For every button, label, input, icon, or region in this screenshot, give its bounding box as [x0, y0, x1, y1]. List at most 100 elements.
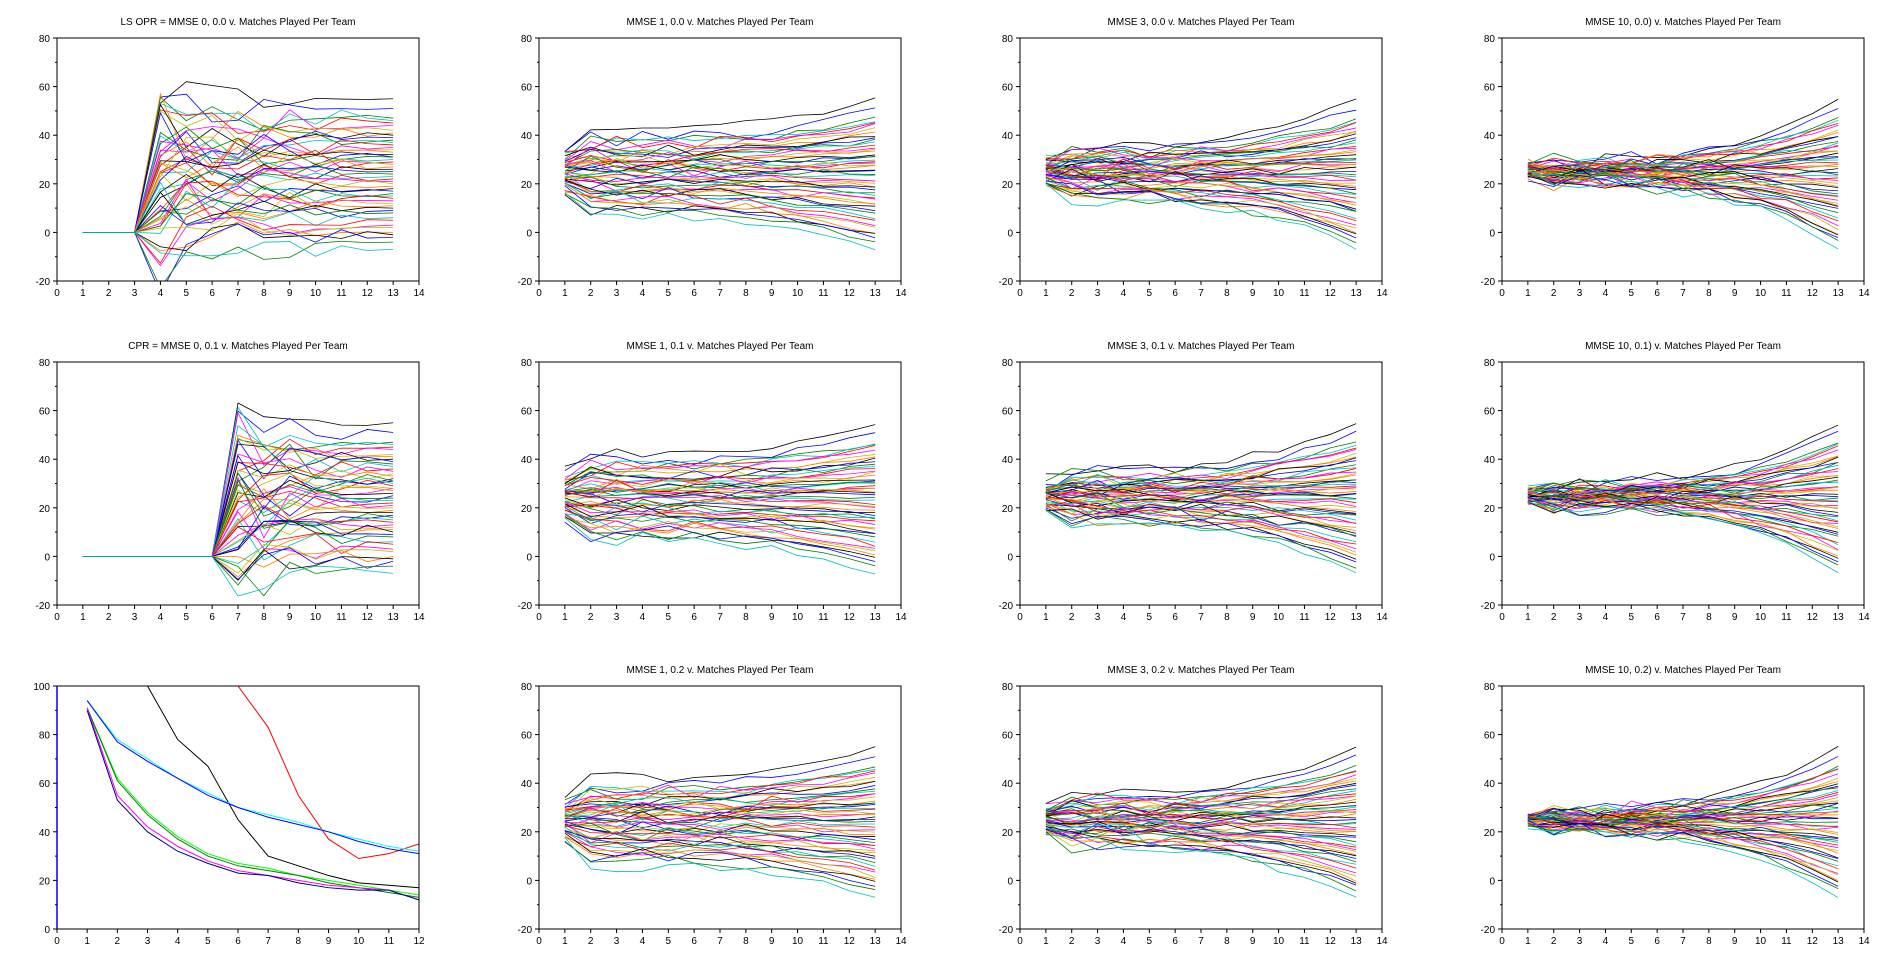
team-line — [564, 807, 876, 822]
chart-5: CPR = MMSE 0, 0.1 v. Matches Played Per … — [36, 341, 425, 623]
x-tick-label: 8 — [1224, 936, 1230, 947]
team-line — [1527, 174, 1839, 239]
team-line — [82, 520, 394, 557]
x-tick-label: 8 — [296, 936, 302, 947]
y-tick-label: 80 — [1484, 34, 1496, 45]
y-tick-label: 0 — [1489, 228, 1495, 239]
team-line — [1045, 774, 1357, 805]
team-line — [1045, 834, 1357, 898]
x-tick-label: 11 — [1781, 288, 1792, 299]
x-tick-label: 6 — [235, 936, 241, 947]
chart-2: MMSE 1, 0.0 v. Matches Played Per Team 0 1… — [518, 17, 907, 299]
team-line — [1045, 127, 1357, 166]
plot-frame — [1501, 685, 1865, 930]
y-tick-label: -20 — [1481, 925, 1496, 936]
team-line — [1527, 503, 1839, 546]
team-line — [82, 439, 394, 557]
team-line — [82, 198, 394, 233]
y-tick-label: 40 — [521, 779, 533, 790]
team-line — [564, 509, 876, 538]
x-tick-label: 4 — [158, 612, 164, 623]
team-line — [564, 822, 876, 844]
x-tick-label: 10 — [1273, 936, 1285, 947]
x-tick-label: 14 — [895, 288, 907, 299]
team-line — [1527, 807, 1839, 822]
team-line — [82, 556, 394, 597]
team-line — [564, 127, 876, 164]
chart-title: LS OPR = MMSE 0, 0.0 v. Matches Played P… — [120, 17, 355, 28]
team-line — [1527, 785, 1839, 819]
x-tick-label: 12 — [362, 288, 374, 299]
team-line — [1045, 182, 1357, 235]
team-line — [564, 516, 876, 558]
x-tick-label: 9 — [1732, 288, 1738, 299]
y-tick-label: 80 — [39, 731, 51, 742]
team-line — [564, 756, 876, 805]
team-line — [82, 137, 394, 233]
team-line — [564, 507, 876, 534]
team-line — [1527, 811, 1839, 821]
x-tick-label: 1 — [1043, 612, 1049, 623]
x-tick-label: 7 — [1680, 936, 1686, 947]
x-tick-label: 1 — [84, 936, 90, 947]
x-tick-label: 0 — [536, 936, 542, 947]
x-tick-label: 7 — [1198, 612, 1204, 623]
x-tick-label: 0 — [1499, 936, 1505, 947]
x-tick-label: 7 — [1198, 288, 1204, 299]
team-line — [1527, 768, 1839, 823]
x-tick-label: 2 — [115, 936, 121, 947]
team-line — [1045, 430, 1357, 493]
team-line — [82, 163, 394, 233]
y-tick-label: 20 — [1002, 504, 1014, 515]
x-tick-label: 14 — [413, 612, 425, 623]
x-tick-label: 5 — [205, 936, 211, 947]
team-line — [564, 159, 876, 177]
y-tick-label: 0 — [1489, 876, 1495, 887]
x-tick-label: 12 — [1807, 936, 1819, 947]
team-line — [564, 841, 876, 887]
team-line — [82, 474, 394, 557]
x-tick-label: 7 — [717, 612, 723, 623]
x-tick-label: 10 — [1755, 612, 1767, 623]
team-line — [564, 191, 876, 234]
x-tick-label: 1 — [562, 288, 568, 299]
team-line — [1527, 119, 1839, 175]
team-line — [82, 506, 394, 557]
team-line — [1527, 810, 1839, 824]
team-line — [1045, 508, 1357, 560]
x-tick-label: 12 — [844, 612, 856, 623]
x-tick-label: 13 — [1351, 612, 1363, 623]
team-line — [1045, 423, 1357, 475]
x-tick-label: 9 — [1250, 936, 1256, 947]
team-line — [564, 840, 876, 890]
team-line — [1045, 164, 1357, 178]
team-line — [1045, 817, 1357, 830]
team-line — [1045, 824, 1357, 865]
series-group — [82, 81, 394, 281]
x-tick-label: 5 — [666, 936, 672, 947]
team-line — [82, 454, 394, 557]
team-line — [564, 182, 876, 220]
x-tick-label: 9 — [1732, 936, 1738, 947]
y-tick-label: 0 — [44, 228, 50, 239]
team-line — [564, 499, 876, 520]
chart-title: MMSE 10, 0.1) v. Matches Played Per Team — [1585, 341, 1781, 352]
team-line — [1527, 442, 1839, 494]
x-tick-label: 4 — [1603, 612, 1609, 623]
team-line — [82, 550, 394, 568]
x-tick-label: 0 — [536, 288, 542, 299]
x-tick-label: 3 — [132, 612, 138, 623]
team-line — [564, 800, 876, 812]
team-line — [1045, 809, 1357, 820]
team-line — [1045, 815, 1357, 828]
y-tick-label: 40 — [521, 455, 533, 466]
x-tick-label: 12 — [1325, 288, 1337, 299]
team-line — [1527, 499, 1839, 566]
x-tick-label: 10 — [1273, 288, 1285, 299]
team-line — [1045, 493, 1357, 508]
x-tick-label: 14 — [413, 288, 425, 299]
y-tick-label: 80 — [1002, 34, 1014, 45]
team-line — [564, 502, 876, 521]
x-tick-label: 5 — [666, 612, 672, 623]
x-tick-label: 3 — [614, 612, 620, 623]
